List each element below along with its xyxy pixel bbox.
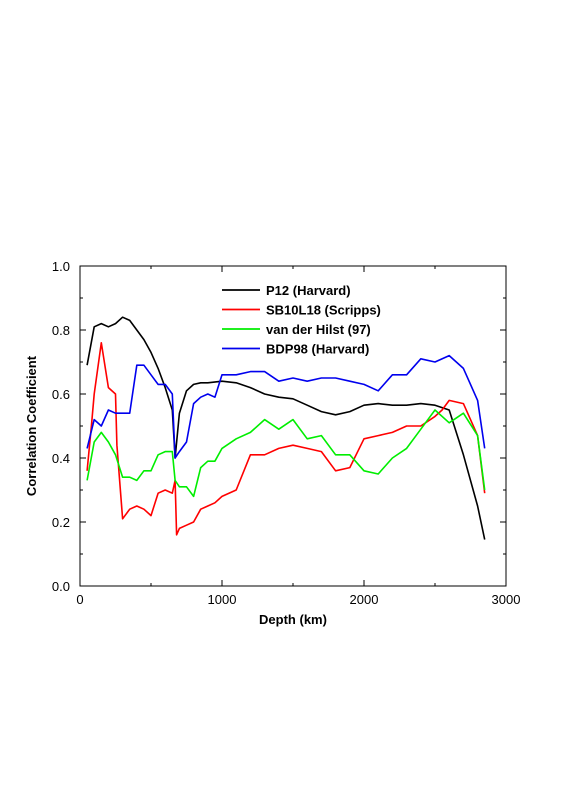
legend-label-1: SB10L18 (Scripps) <box>266 303 381 318</box>
axis-ticks: 0 1000 2000 3000 0.0 0.2 0.4 0.6 0.8 1.0 <box>52 259 521 607</box>
legend-label-2: van der Hilst (97) <box>266 322 371 337</box>
legend-label-3: BDP98 (Harvard) <box>266 342 369 357</box>
series-layer <box>86 316 486 540</box>
y-tick-label: 1.0 <box>52 259 70 274</box>
x-tick-label: 3000 <box>492 592 521 607</box>
x-axis-title: Depth (km) <box>259 612 327 627</box>
y-tick-label: 0.0 <box>52 579 70 594</box>
y-tick-label: 0.6 <box>52 387 70 402</box>
legend-label-0: P12 (Harvard) <box>266 283 351 298</box>
series-line-1 <box>86 341 486 536</box>
y-tick-label: 0.4 <box>52 451 70 466</box>
y-tick-label: 0.2 <box>52 515 70 530</box>
series-line-3 <box>86 354 486 459</box>
x-tick-label: 1000 <box>208 592 237 607</box>
x-tick-label: 2000 <box>350 592 379 607</box>
series-line-0 <box>86 316 486 540</box>
x-tick-label: 0 <box>76 592 83 607</box>
y-tick-label: 0.8 <box>52 323 70 338</box>
legend: P12 (Harvard) SB10L18 (Scripps) van der Hi… <box>222 283 381 357</box>
series-line-2 <box>86 409 486 498</box>
y-axis-title: Correlation Coefficient <box>24 355 39 496</box>
